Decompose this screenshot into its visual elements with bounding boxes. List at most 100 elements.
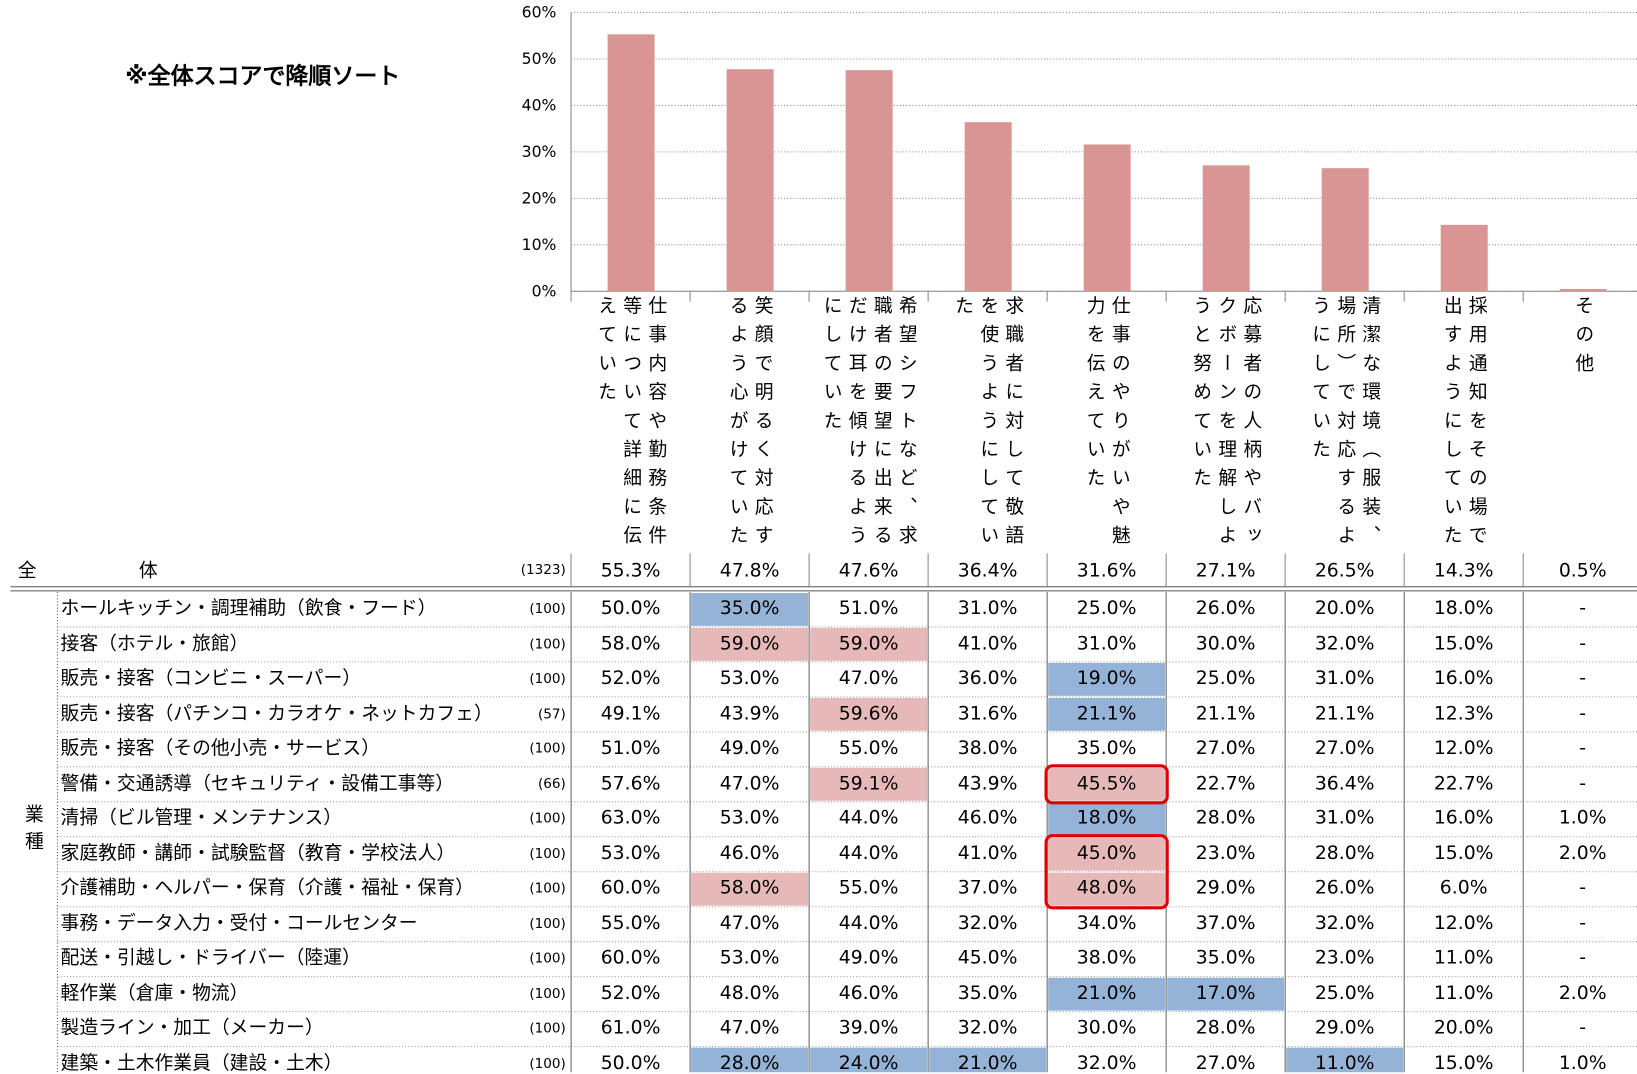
cell-value: 45.0%	[1076, 841, 1137, 864]
cell-value: 2.0%	[1558, 841, 1607, 864]
bar	[964, 122, 1012, 292]
cell-value: 28.0%	[1195, 1016, 1256, 1039]
y-tick-label: 0%	[532, 281, 557, 300]
cell-fill	[1048, 662, 1166, 696]
total-value: 47.6%	[838, 559, 899, 582]
cell-value: 47.0%	[719, 772, 780, 794]
y-tick-label: 50%	[522, 49, 557, 68]
cell-value: 15.0%	[1433, 1051, 1494, 1074]
cell-value: 35.0%	[1195, 946, 1256, 969]
cell-value: 47.0%	[838, 667, 899, 690]
cell-value: 59.0%	[719, 632, 780, 655]
cell-value: 15.0%	[1433, 632, 1494, 655]
row-label: 建築・土木作業員（建設・土木）	[60, 1051, 343, 1074]
cell-fill	[1048, 697, 1166, 731]
cell-value: 30.0%	[1076, 1016, 1137, 1039]
cell-value: -	[1579, 772, 1587, 794]
y-tick-label: 60%	[522, 3, 557, 22]
cell-value: 49.0%	[719, 737, 780, 759]
cell-value: 26.0%	[1314, 876, 1375, 899]
cell-value: -	[1579, 597, 1587, 620]
cell-value: 38.0%	[957, 737, 1018, 759]
cell-value: 12.0%	[1433, 737, 1494, 759]
cell-value: 47.0%	[719, 911, 780, 934]
note-title: ※全体スコアで降順ソート	[125, 63, 401, 90]
y-tick-label: 40%	[522, 96, 557, 115]
category-text: 笑顔で明るく対応するよう心がけていた	[726, 295, 774, 554]
total-value: 0.5%	[1558, 559, 1607, 582]
row-label: 軽作業（倉庫・物流）	[60, 981, 249, 1004]
cell-value: 31.0%	[1314, 667, 1375, 690]
cell-value: 32.0%	[957, 911, 1018, 934]
row-label: 家庭教師・講師・試験監督（教育・学校法人）	[60, 841, 456, 864]
cell-value: 37.0%	[1195, 911, 1256, 934]
total-value: 47.8%	[719, 559, 780, 582]
cell-value: 53.0%	[719, 807, 780, 829]
row-label: 清掃（ビル管理・メンテナンス）	[60, 807, 343, 829]
cell-value: 48.0%	[1076, 876, 1137, 899]
row-n: (100)	[529, 741, 566, 757]
row-label: 配送・引越し・ドライバー（陸運）	[60, 946, 361, 969]
cell-value: 32.0%	[957, 1016, 1018, 1039]
cell-value: 31.0%	[1314, 807, 1375, 829]
cell-value: 37.0%	[957, 876, 1018, 899]
row-n: (100)	[529, 811, 566, 827]
cell-value: 1.0%	[1558, 1051, 1607, 1074]
bar	[726, 69, 774, 292]
cell-fill	[810, 627, 928, 661]
y-tick-label: 20%	[522, 189, 557, 208]
cell-value: 32.0%	[1314, 911, 1375, 934]
cell-value: 45.5%	[1076, 772, 1137, 794]
cell-value: -	[1579, 667, 1587, 690]
cell-value: 47.0%	[719, 1016, 780, 1039]
cell-fill	[691, 872, 809, 906]
category-text: 清潔な環境（服装、場所）で対応するようにしていた	[1309, 295, 1382, 554]
category-label: 採用通知をその場で出すようにしていた	[1404, 295, 1523, 556]
cell-value: 60.0%	[600, 876, 661, 899]
cell-value: 18.0%	[1433, 597, 1494, 620]
cell-value: 21.0%	[1076, 981, 1137, 1004]
cell-value: 11.0%	[1433, 946, 1494, 969]
cell-value: 30.0%	[1195, 632, 1256, 655]
row-label: 販売・接客（コンビニ・スーパー）	[60, 667, 362, 690]
row-n: (100)	[529, 951, 566, 967]
cell-fill	[1167, 977, 1285, 1011]
cell-value: 61.0%	[600, 1016, 661, 1039]
row-label: 製造ライン・加工（メーカー）	[60, 1016, 324, 1039]
cell-value: 43.9%	[957, 772, 1018, 794]
cell-value: 63.0%	[600, 807, 661, 829]
cell-value: 32.0%	[1314, 632, 1375, 655]
row-n: (100)	[529, 986, 566, 1002]
cell-value: 12.0%	[1433, 911, 1494, 934]
row-n: (100)	[529, 916, 566, 932]
cell-value: 35.0%	[1076, 737, 1137, 759]
cell-value: 55.0%	[838, 737, 899, 759]
row-label: 警備・交通誘導（セキュリティ・設備工事等）	[60, 772, 455, 794]
category-label: 笑顔で明るく対応するよう心がけていた	[690, 295, 809, 556]
cell-value: 58.0%	[600, 632, 661, 655]
cell-value: 23.0%	[1195, 841, 1256, 864]
cell-value: 15.0%	[1433, 841, 1494, 864]
cell-value: 25.0%	[1195, 667, 1256, 690]
cell-value: 49.1%	[600, 702, 661, 725]
cell-value: 31.6%	[957, 702, 1018, 725]
total-value: 27.1%	[1195, 559, 1256, 582]
cell-value: 22.7%	[1195, 772, 1256, 794]
cell-value: 6.0%	[1439, 876, 1488, 899]
row-n: (100)	[529, 1056, 566, 1072]
cell-value: 52.0%	[600, 667, 661, 690]
row-label: 事務・データ入力・受付・コールセンター	[60, 911, 418, 934]
cell-value: 49.0%	[838, 946, 899, 969]
cell-value: 58.0%	[719, 876, 780, 899]
cell-value: 23.0%	[1314, 946, 1375, 969]
cell-value: 19.0%	[1076, 667, 1137, 690]
cell-value: 46.0%	[719, 841, 780, 864]
row-label: ホールキッチン・調理補助（飲食・フード）	[60, 597, 437, 620]
cell-value: 11.0%	[1433, 981, 1494, 1004]
row-n: (100)	[529, 881, 566, 897]
category-label: その他	[1523, 295, 1637, 556]
bar	[1440, 224, 1488, 292]
total-value: 31.6%	[1076, 559, 1137, 582]
bar	[1559, 288, 1607, 292]
